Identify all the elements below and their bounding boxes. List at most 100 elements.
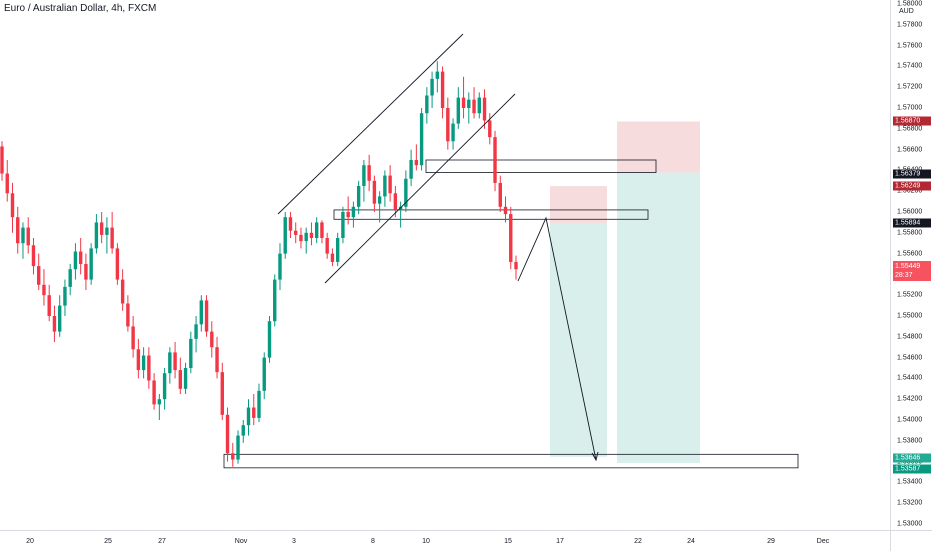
candle-down	[446, 108, 450, 142]
candle-down	[288, 217, 293, 231]
time-tick-label: 10	[422, 538, 430, 545]
price-tag: 1.53646	[893, 453, 931, 463]
time-tick-label: 24	[687, 538, 695, 545]
candle-up	[356, 186, 361, 207]
candle-down	[367, 165, 371, 181]
candle-down	[147, 355, 151, 381]
take-profit-zone	[617, 172, 700, 463]
time-tick-label: 17	[556, 538, 564, 545]
candle-down	[440, 71, 445, 108]
candle-up	[94, 222, 99, 249]
candle-up	[168, 352, 172, 374]
time-tick-label: Dec	[816, 538, 830, 545]
candle-down	[225, 414, 230, 454]
candle-up	[451, 123, 455, 142]
candle-down	[346, 212, 350, 218]
price-tick-label: 1.53200	[897, 499, 923, 507]
candle-down	[503, 206, 508, 215]
candle-down	[47, 295, 51, 316]
candle-down	[461, 97, 466, 108]
price-tick-label: 1.54000	[897, 416, 923, 424]
time-tick-label: 15	[504, 538, 512, 545]
candle-down	[231, 453, 235, 460]
price-tick-label: 1.57400	[897, 62, 923, 70]
candle-up	[314, 222, 319, 238]
arrow-head-icon	[591, 451, 599, 462]
time-axis[interactable]: 20 25 27 Nov 3 8 10 15 17 22 24 29 Dec	[0, 530, 890, 551]
candle-up	[157, 399, 162, 405]
candle-up	[73, 251, 78, 270]
candle-up	[341, 212, 345, 238]
candle-up	[246, 407, 251, 426]
support-resistance-box	[425, 159, 657, 173]
price-tag: 1.56870	[893, 116, 931, 126]
price-tag: 1.55449 28:37	[893, 261, 931, 281]
currency-unit: AUD	[899, 8, 914, 15]
candle-down	[204, 300, 209, 332]
candle-down	[26, 227, 30, 246]
candle-up	[241, 425, 245, 436]
candle-down	[299, 234, 303, 242]
price-tick-label: 1.54200	[897, 395, 923, 403]
candle-down	[31, 245, 36, 267]
time-tick-label: 3	[292, 538, 296, 545]
candle-down	[99, 222, 104, 235]
support-resistance-box	[223, 453, 799, 469]
candle-down	[220, 372, 224, 415]
price-tick-label: 1.56000	[897, 208, 923, 216]
price-axis[interactable]: AUD 1.58000 1.57800 1.57600 1.57400 1.57200 1…	[890, 0, 932, 530]
candle-down	[482, 97, 487, 121]
candle-down	[509, 214, 513, 262]
candle-down	[372, 180, 377, 204]
time-tick-label: 22	[634, 538, 642, 545]
price-tick-label: 1.53800	[897, 437, 923, 445]
price-chart[interactable]	[0, 0, 890, 530]
candle-up	[236, 435, 240, 460]
candle-down	[514, 261, 518, 270]
candle-down	[131, 326, 135, 350]
candle-down	[178, 370, 183, 389]
candle-down	[152, 380, 156, 405]
candle-up	[162, 373, 167, 400]
candle-down	[330, 253, 335, 262]
price-tag: 1.56249	[893, 181, 931, 191]
candle-up	[377, 196, 382, 204]
candle-down	[0, 146, 4, 174]
price-tick-label: 1.53400	[897, 478, 923, 486]
candle-up	[189, 338, 193, 368]
candle-up	[183, 368, 188, 389]
candle-down	[5, 173, 9, 194]
price-tag: 1.55894	[893, 218, 931, 228]
candle-down	[78, 251, 83, 264]
price-tick-label: 1.58000	[897, 0, 923, 8]
candle-down	[325, 238, 329, 254]
candle-up	[262, 357, 266, 391]
candle-up	[456, 97, 461, 124]
candle-down	[115, 248, 120, 280]
candle-up	[362, 165, 366, 186]
time-tick-label: 8	[371, 538, 375, 545]
candle-up	[335, 238, 340, 262]
price-tick-label: 1.55800	[897, 229, 923, 237]
time-tick-label: 27	[158, 538, 166, 545]
price-tick-label: 1.54400	[897, 374, 923, 382]
candles-layer	[0, 61, 518, 467]
price-tick-label: 1.57000	[897, 104, 923, 112]
price-tick-label: 1.54600	[897, 354, 923, 362]
candle-up	[273, 279, 277, 322]
candle-up	[477, 97, 481, 114]
candle-up	[141, 355, 146, 371]
stop-loss-zone	[550, 186, 607, 224]
candle-up	[435, 71, 440, 79]
price-tick-label: 1.54800	[897, 333, 923, 341]
candle-up	[194, 324, 198, 339]
candle-down	[215, 347, 219, 373]
candle-down	[42, 284, 46, 296]
candle-down	[488, 120, 492, 138]
candle-up	[467, 99, 471, 108]
price-tag: 1.56379	[893, 169, 931, 179]
candle-up	[419, 113, 424, 166]
time-tick-label: 20	[26, 538, 34, 545]
price-tick-label: 1.57800	[897, 21, 923, 29]
candle-up	[304, 232, 308, 242]
